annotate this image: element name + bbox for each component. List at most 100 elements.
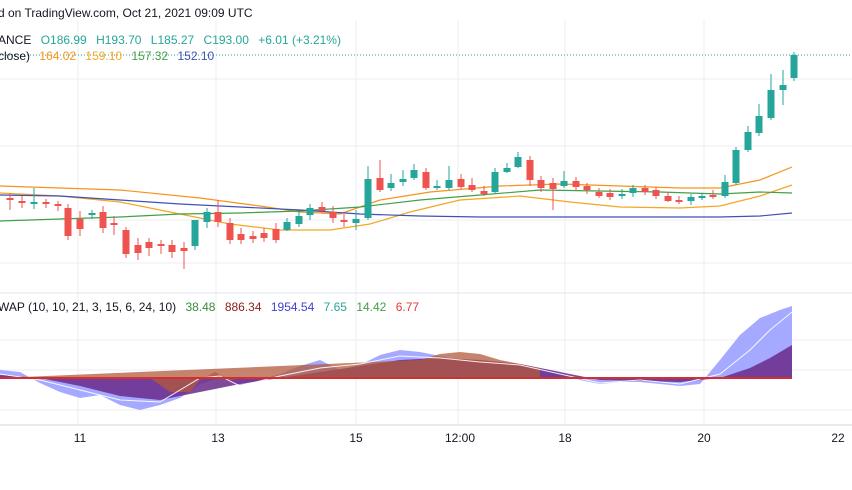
candle-body — [387, 183, 395, 188]
high-value: H193.70 — [96, 33, 142, 47]
candle-body — [698, 196, 706, 198]
candle-body — [376, 178, 384, 190]
oscillator-pane[interactable] — [0, 306, 793, 410]
ma-value-2: 159.10 — [85, 49, 123, 63]
candle-body — [226, 223, 234, 240]
osc-value-3: 1954.54 — [270, 300, 315, 314]
candle-body — [306, 208, 314, 215]
candle-body — [134, 245, 142, 253]
candle-body — [537, 180, 545, 188]
candle-body — [675, 200, 683, 202]
oscillator-legend[interactable]: WAP (10, 10, 21, 3, 15, 6, 24, 10) 38.48… — [0, 300, 419, 314]
change-value: +6.01 (+3.21%) — [258, 33, 341, 47]
osc-value-1: 38.48 — [185, 300, 216, 314]
moving-average-lines — [0, 166, 793, 231]
osc-value-6: 6.77 — [395, 300, 420, 314]
candle-body — [468, 185, 476, 190]
candle-body — [641, 188, 649, 192]
candle-body — [352, 219, 360, 223]
ma-line-3 — [0, 189, 793, 222]
candle-body — [652, 190, 660, 196]
ohlc-legend[interactable]: ANCE O186.99 H193.70 L185.27 C193.00 +6.… — [0, 33, 341, 47]
published-label: d on TradingView.com, Oct 21, 2021 09:09… — [0, 6, 253, 20]
ma-legend[interactable]: close) 164.02 159.10 157.32 152.10 — [0, 49, 214, 63]
candle-body — [76, 219, 84, 229]
candle-body — [779, 85, 787, 90]
osc-area-red-1 — [0, 372, 250, 392]
candle-body — [491, 172, 499, 192]
candle-body — [687, 197, 695, 201]
candle-body — [99, 212, 107, 228]
candle-body — [237, 234, 245, 240]
time-axis-label: 13 — [211, 431, 225, 445]
candle-body — [445, 180, 453, 188]
oscillator-label: WAP (10, 10, 21, 3, 15, 6, 24, 10) — [0, 300, 177, 314]
published-by-text: d on TradingView.com, Oct 21, 2021 09:09… — [0, 6, 253, 20]
candle-body — [549, 183, 557, 189]
candle-body — [422, 172, 430, 188]
ma-line-1 — [0, 166, 793, 215]
candle-body — [664, 196, 672, 201]
candle-body — [583, 186, 591, 190]
candle-body — [480, 191, 488, 194]
candlesticks[interactable] — [6, 52, 798, 269]
candle-body — [329, 212, 337, 218]
candle-body — [145, 242, 153, 248]
candle-body — [560, 181, 568, 186]
candle-body — [249, 236, 257, 239]
candle-body — [618, 194, 626, 196]
candle-body — [214, 212, 222, 222]
candle-body — [457, 179, 465, 187]
candle-body — [629, 188, 637, 193]
ma-line-4 — [0, 194, 793, 218]
candle-body — [42, 202, 50, 204]
candle-body — [122, 230, 130, 254]
candle-body — [157, 244, 165, 246]
candle-body — [755, 116, 763, 133]
candle-body — [410, 170, 418, 178]
candle-body — [514, 157, 522, 167]
candle-body — [191, 220, 199, 246]
candle-body — [64, 208, 72, 236]
symbol-label: ANCE — [0, 33, 32, 47]
ma-label: close) — [0, 49, 31, 63]
ma-line-2 — [0, 184, 793, 231]
time-axis-label: 18 — [558, 431, 572, 445]
candle-body — [526, 160, 534, 180]
candle-body — [203, 212, 211, 222]
candle-body — [272, 229, 280, 240]
close-value: C193.00 — [203, 33, 249, 47]
candle-body — [399, 179, 407, 182]
time-axis-label: 15 — [349, 431, 363, 445]
time-axis-label: 11 — [74, 431, 87, 445]
candle-body — [433, 186, 441, 188]
time-axis-label: 12:00 — [445, 431, 475, 445]
candle-body — [503, 168, 511, 172]
ma-value-4: 152.10 — [177, 49, 215, 63]
osc-signal-line — [0, 311, 793, 403]
osc-value-2: 886.34 — [224, 300, 262, 314]
candle-body — [744, 132, 752, 150]
candle-body — [295, 216, 303, 224]
candle-body — [572, 181, 580, 187]
candle-body — [18, 201, 26, 203]
time-axis[interactable]: 11 13 15 12:00 18 20 22 — [74, 431, 845, 445]
candle-body — [30, 202, 38, 204]
osc-value-4: 7.65 — [323, 300, 347, 314]
candle-body — [595, 192, 603, 196]
osc-area-red-2 — [0, 352, 540, 378]
candle-body — [767, 90, 775, 118]
candle-body — [606, 193, 614, 197]
open-value: O186.99 — [40, 33, 87, 47]
candle-body — [364, 179, 372, 218]
candle-body — [110, 223, 118, 225]
candle-body — [790, 55, 798, 78]
ma-value-3: 157.32 — [131, 49, 169, 63]
low-value: L185.27 — [150, 33, 195, 47]
candle-body — [88, 213, 96, 215]
osc-value-5: 14.42 — [356, 300, 387, 314]
candle-body — [54, 204, 62, 206]
candle-body — [732, 150, 740, 183]
